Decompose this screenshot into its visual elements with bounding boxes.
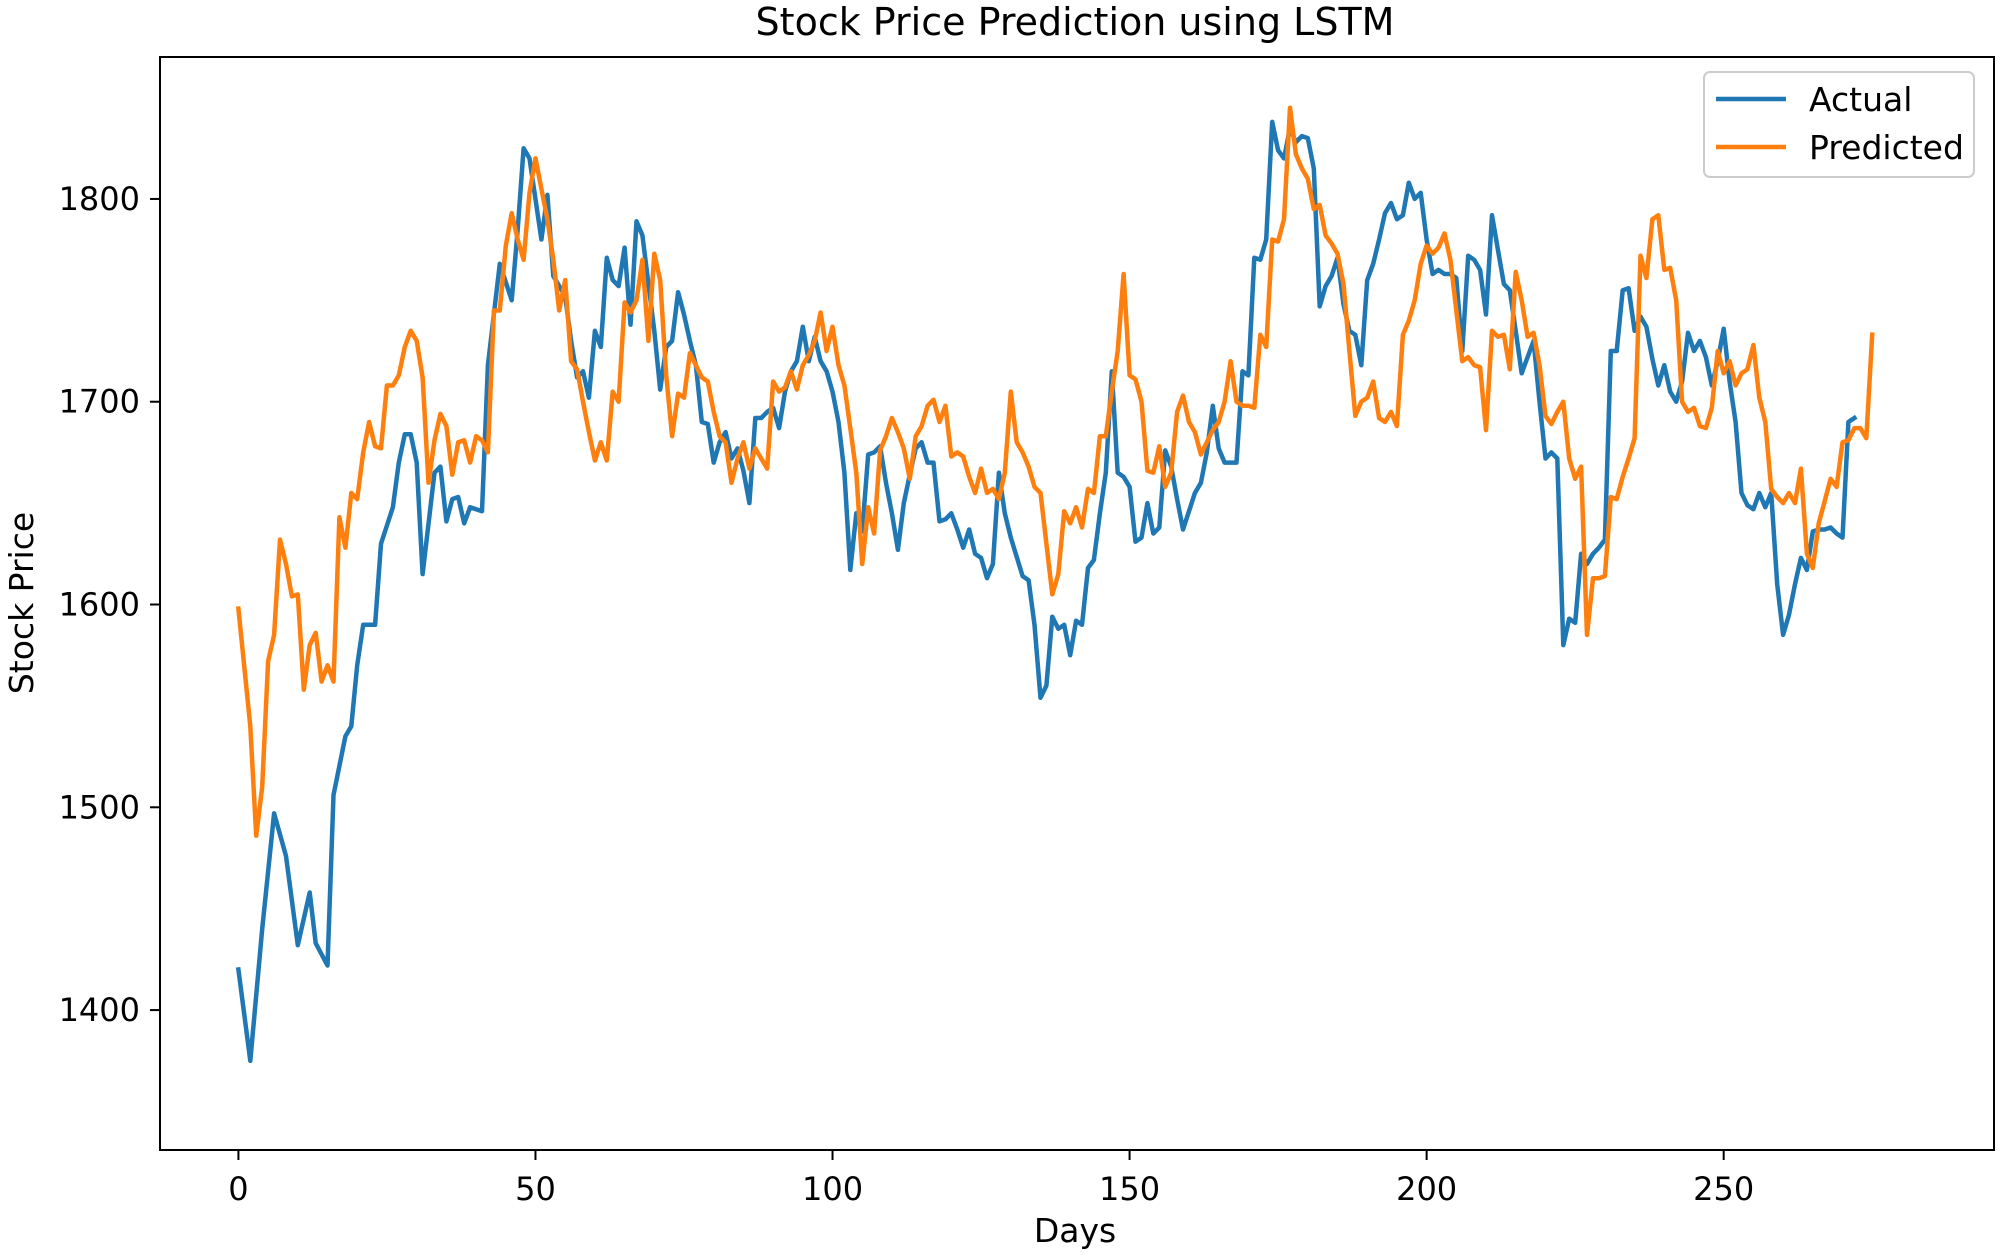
x-tick-label: 100: [802, 1170, 863, 1208]
x-tick-label: 200: [1396, 1170, 1457, 1208]
series-line-actual: [235, 119, 1858, 1064]
legend-label-predicted: Predicted: [1809, 128, 1964, 167]
y-tick-label: 1800: [59, 180, 140, 218]
legend: Actual Predicted: [1703, 71, 1975, 178]
x-axis-label: Days: [1034, 1211, 1116, 1250]
series-line-predicted: [235, 105, 1875, 838]
y-tick-label: 1600: [59, 586, 140, 624]
legend-label-actual: Actual: [1809, 80, 1912, 119]
x-tick-label: 250: [1693, 1170, 1754, 1208]
y-axis-label: Stock Price: [2, 512, 41, 694]
series-layer: [235, 105, 1875, 1064]
plot-frame: [159, 56, 1995, 1151]
x-tick-label: 150: [1099, 1170, 1160, 1208]
y-tick-label: 1400: [59, 991, 140, 1029]
x-tick-label: 50: [515, 1170, 556, 1208]
y-tick-label: 1500: [59, 788, 140, 826]
y-tick-label: 1700: [59, 383, 140, 421]
chart-title: Stock Price Prediction using LSTM: [756, 0, 1395, 44]
x-tick-label: 0: [228, 1170, 248, 1208]
y-axis-ticks: 1400 1500 1600 1700 1800: [59, 180, 160, 1029]
x-axis-ticks: 0 50 100 150 200 250: [228, 1150, 1754, 1208]
